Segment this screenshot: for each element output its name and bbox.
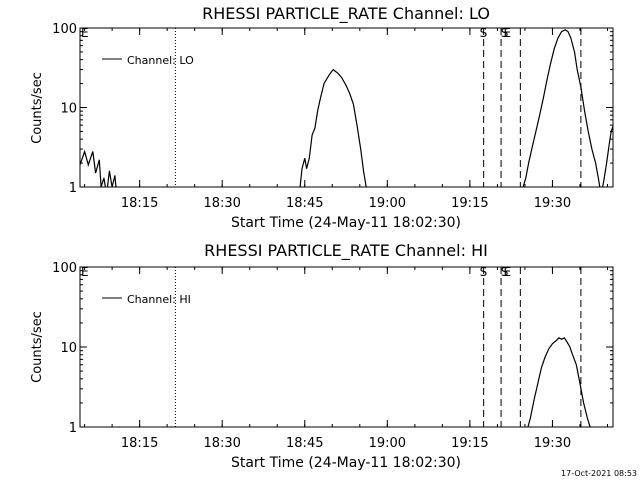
event-mark-0: E — [504, 26, 512, 40]
xtick-label-1: 19:00 — [369, 436, 406, 451]
plot-frame-0 — [79, 27, 614, 188]
ytick-label-0: 1 — [69, 181, 77, 196]
generation-timestamp: 17-Oct-2021 08:53 — [561, 469, 637, 478]
xtick-label-0: 18:30 — [203, 196, 240, 211]
xtick-label-1: 19:15 — [451, 436, 488, 451]
xaxis-label-hi: Start Time (24-May-11 18:02:30) — [231, 455, 461, 471]
series-line-0 — [80, 29, 613, 187]
legend-label-lo: Channel: LO — [127, 54, 194, 67]
xtick-label-1: 18:45 — [286, 436, 323, 451]
ytick-label-1: 100 — [52, 261, 77, 276]
ytick-label-0: 100 — [52, 22, 77, 37]
xtick-label-1: 18:30 — [203, 436, 240, 451]
xaxis-label-lo: Start Time (24-May-11 18:02:30) — [231, 215, 461, 231]
yaxis-label-lo: Counts/sec — [30, 72, 45, 144]
event-mark-0: E — [81, 26, 89, 40]
xtick-label-0: 18:45 — [286, 196, 323, 211]
event-mark-1: S — [501, 265, 509, 279]
xtick-label-1: 19:30 — [534, 436, 571, 451]
xtick-label-0: 19:15 — [451, 196, 488, 211]
ytick-label-1: 1 — [69, 421, 77, 436]
xtick-label-0: 19:30 — [534, 196, 571, 211]
event-mark-1: E — [504, 265, 512, 279]
xtick-label-1: 18:15 — [121, 436, 158, 451]
chart-title-hi: RHESSI PARTICLE_RATE Channel: HI — [204, 241, 488, 261]
event-mark-1: E — [81, 265, 89, 279]
series-line-1 — [527, 337, 591, 427]
ytick-label-0: 10 — [60, 102, 77, 117]
yaxis-label-hi: Counts/sec — [30, 311, 45, 383]
event-mark-1: S — [480, 265, 488, 279]
event-mark-0: S — [480, 26, 488, 40]
xtick-label-0: 18:15 — [121, 196, 158, 211]
chart-title-lo: RHESSI PARTICLE_RATE Channel: LO — [202, 4, 490, 24]
event-mark-0: S — [501, 26, 509, 40]
ytick-label-1: 10 — [60, 341, 77, 356]
legend-label-hi: Channel: HI — [127, 293, 191, 306]
xtick-label-0: 19:00 — [369, 196, 406, 211]
